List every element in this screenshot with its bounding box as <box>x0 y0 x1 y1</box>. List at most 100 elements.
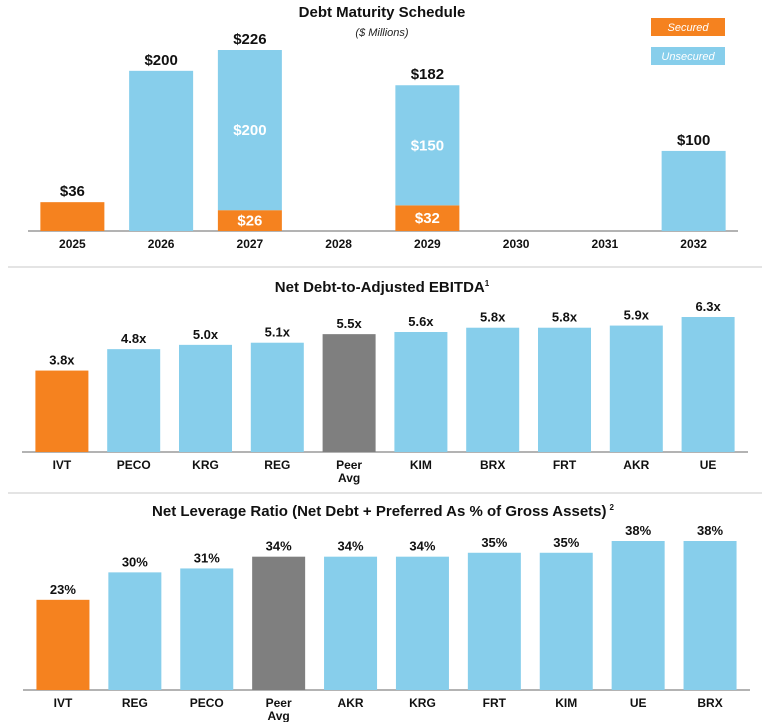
bar-secured-2027 <box>217 210 282 231</box>
x-tick-brx: BRX <box>697 696 722 710</box>
bar-reg <box>108 572 162 690</box>
bar-ue <box>681 317 735 452</box>
value-label-akr: 5.9x <box>624 308 650 323</box>
value-label-brx: 38% <box>697 523 723 538</box>
x-tick-ivt: IVT <box>54 696 73 710</box>
bar-krg <box>395 556 449 690</box>
bar-brx <box>683 541 737 690</box>
bar-peer-avg <box>322 334 376 452</box>
value-label-ue: 38% <box>625 523 651 538</box>
value-label-ivt: 23% <box>50 582 76 597</box>
x-tick-2031: 2031 <box>592 237 619 251</box>
footnote-marker: 1 <box>485 279 490 288</box>
value-label-kim: 35% <box>553 535 579 550</box>
value-label-krg: 5.0x <box>193 327 219 342</box>
x-tick-2029: 2029 <box>414 237 441 251</box>
value-label-reg: 5.1x <box>265 325 291 340</box>
legend-secured-swatch <box>651 18 725 36</box>
bar-frt <box>467 552 521 690</box>
value-label-ivt: 3.8x <box>49 353 75 368</box>
debt-maturity-subtitle: ($ Millions) <box>355 27 409 39</box>
x-tick-reg: REG <box>264 458 290 472</box>
bar-unsecured-2032 <box>661 150 726 231</box>
x-tick-frt: FRT <box>553 458 577 472</box>
bar-secured-2029 <box>395 205 460 231</box>
segment-label-secured-2027: $26 <box>237 213 262 230</box>
x-tick-krg: KRG <box>192 458 219 472</box>
bar-unsecured-2026 <box>129 70 194 232</box>
x-tick-akr: AKR <box>623 458 649 472</box>
x-tick-kim: KIM <box>555 696 577 710</box>
legend-secured-label: Secured <box>668 22 710 34</box>
value-label-peco: 31% <box>194 550 220 565</box>
bar-secured-2025 <box>40 202 105 231</box>
value-label-peer-avg: 5.5x <box>336 316 362 331</box>
value-label-kim: 5.6x <box>408 314 434 329</box>
x-tick-kim: KIM <box>410 458 432 472</box>
net-debt-ebitda-chart: Net Debt-to-Adjusted EBITDA1 3.8x IVT 4.8x… <box>22 279 748 485</box>
bar-peco <box>107 349 161 452</box>
x-tick-peco: PECO <box>117 458 151 472</box>
bar-reg <box>250 342 304 452</box>
legend: Secured Unsecured <box>651 18 725 65</box>
value-label-reg: 30% <box>122 554 148 569</box>
bar-ivt <box>36 599 90 690</box>
value-label-peco: 4.8x <box>121 331 147 346</box>
bar-kim <box>394 332 448 452</box>
value-label-frt: 5.8x <box>552 310 578 325</box>
x-tick-frt: FRT <box>483 696 507 710</box>
x-tick-peer-avg: Peer <box>266 696 292 710</box>
value-label-brx: 5.8x <box>480 310 506 325</box>
x-tick-2028: 2028 <box>325 237 352 251</box>
x-tick-akr: AKR <box>338 696 364 710</box>
x-tick-2030: 2030 <box>503 237 530 251</box>
net-debt-ebitda-title: Net Debt-to-Adjusted EBITDA1 <box>275 279 490 296</box>
x-tick-2032: 2032 <box>680 237 707 251</box>
bar-unsecured-2029 <box>395 85 460 206</box>
bar-ue <box>611 541 665 690</box>
bar-kim <box>539 552 593 690</box>
value-label-krg: 34% <box>409 539 435 554</box>
bar-akr <box>324 556 378 690</box>
value-label-akr: 34% <box>338 539 364 554</box>
total-label-2029: $182 <box>411 66 444 83</box>
bar-krg <box>179 344 232 452</box>
x-tick-ue: UE <box>700 458 717 472</box>
net-leverage-title: Net Leverage Ratio (Net Debt + Preferred… <box>152 503 614 520</box>
x-tick-2026: 2026 <box>148 237 175 251</box>
bar-peco <box>180 568 234 690</box>
bar-peer-avg <box>252 556 306 690</box>
value-label-frt: 35% <box>481 535 507 550</box>
segment-label-unsecured-2029: $150 <box>411 137 444 154</box>
x-tick-ivt: IVT <box>53 458 72 472</box>
bar-ivt <box>35 370 89 452</box>
bar-brx <box>466 327 520 452</box>
bar-akr <box>609 325 663 452</box>
x-tick-peer-avg: Avg <box>338 471 360 485</box>
x-tick-2025: 2025 <box>59 237 86 251</box>
segment-label-unsecured-2027: $200 <box>233 122 266 139</box>
x-tick-krg: KRG <box>409 696 436 710</box>
total-label-2026: $200 <box>144 52 177 69</box>
total-label-2032: $100 <box>677 132 710 149</box>
x-tick-peer-avg: Peer <box>336 458 362 472</box>
x-tick-peco: PECO <box>190 696 224 710</box>
total-label-2027: $226 <box>233 31 266 48</box>
footnote-marker: 2 <box>610 503 615 512</box>
segment-label-secured-2029: $32 <box>415 210 440 227</box>
value-label-ue: 6.3x <box>695 299 721 314</box>
x-tick-ue: UE <box>630 696 647 710</box>
legend-unsecured-label: Unsecured <box>661 51 715 63</box>
debt-maturity-title: Debt Maturity Schedule <box>299 4 466 21</box>
legend-unsecured-swatch <box>651 47 725 65</box>
x-tick-brx: BRX <box>480 458 505 472</box>
x-tick-2027: 2027 <box>237 237 264 251</box>
x-tick-reg: REG <box>122 696 148 710</box>
x-tick-peer-avg: Avg <box>268 709 290 722</box>
net-leverage-chart: Net Leverage Ratio (Net Debt + Preferred… <box>23 503 750 722</box>
bar-frt <box>538 327 591 452</box>
value-label-peer-avg: 34% <box>266 539 292 554</box>
bar-unsecured-2027 <box>217 50 282 211</box>
total-label-2025: $36 <box>60 183 85 200</box>
